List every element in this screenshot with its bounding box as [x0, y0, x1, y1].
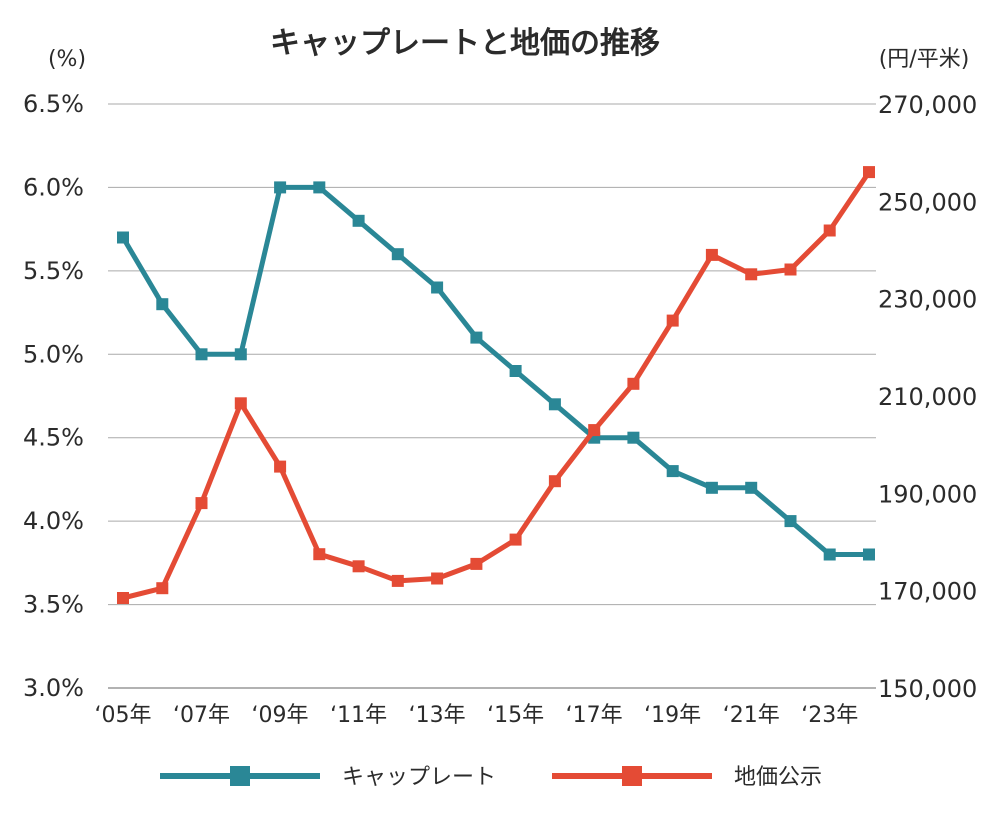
- data-point: [784, 515, 797, 528]
- data-point: [548, 398, 561, 411]
- data-point: [195, 348, 208, 361]
- x-tick-label: ‘11年: [330, 703, 387, 728]
- series-line: [122, 170, 872, 601]
- x-tick-label: ‘23年: [801, 703, 858, 728]
- data-point: [234, 348, 247, 361]
- grid: [108, 103, 876, 689]
- data-point: [627, 377, 640, 390]
- legend: キャップレート 地価公示: [160, 765, 822, 790]
- data-point: [313, 181, 326, 194]
- right-tick-label: 270,000: [878, 91, 977, 119]
- right-tick-label: 250,000: [878, 188, 977, 216]
- data-point: [274, 181, 287, 194]
- series-1: [117, 181, 875, 561]
- x-tick-label: ‘05年: [95, 703, 152, 728]
- data-point: [274, 460, 287, 473]
- data-point: [117, 592, 129, 604]
- legend-marker: [622, 766, 642, 786]
- legend-marker: [230, 766, 250, 786]
- data-point: [666, 314, 679, 327]
- legend-item: キャップレート: [160, 765, 496, 790]
- data-point: [705, 248, 718, 261]
- legend-item: 地価公示: [552, 765, 822, 790]
- right-tick-label: 230,000: [878, 286, 977, 314]
- data-point: [117, 231, 129, 244]
- right-tick-label: 170,000: [878, 578, 977, 606]
- x-tick-label: ‘09年: [252, 703, 309, 728]
- data-point: [431, 281, 444, 294]
- data-point: [863, 166, 875, 179]
- x-tick-label: ‘21年: [723, 703, 780, 728]
- data-point: [745, 481, 758, 494]
- x-tick-label: ‘17年: [566, 703, 623, 728]
- data-point: [823, 548, 836, 561]
- left-tick-label: 4.0%: [23, 507, 84, 535]
- data-point: [470, 331, 483, 344]
- data-point: [627, 431, 640, 444]
- x-tick-label: ‘07年: [173, 703, 230, 728]
- left-tick-label: 3.0%: [23, 674, 84, 702]
- data-point: [745, 268, 758, 281]
- data-point: [705, 481, 718, 494]
- series-2: [117, 166, 875, 604]
- data-point: [509, 365, 522, 377]
- data-point: [509, 533, 522, 546]
- data-point: [391, 248, 404, 261]
- right-axis-ticks: 150,000 170,000 190,000 210,000 230,000 250,0…: [878, 91, 977, 703]
- chart-title: キャップレートと地価の推移: [270, 26, 660, 61]
- series-line: [120, 184, 869, 557]
- left-axis-ticks: 3.0% 3.5% 4.0% 4.5% 5.0% 5.5% 6.0% 6.5%: [23, 90, 84, 702]
- data-point: [666, 465, 679, 478]
- x-tick-label: ‘15年: [487, 703, 544, 728]
- data-point: [784, 263, 797, 276]
- x-tick-label: ‘13年: [409, 703, 466, 728]
- series-layer: [117, 166, 875, 604]
- data-point: [588, 424, 601, 437]
- data-point: [313, 548, 326, 561]
- left-tick-label: 5.0%: [23, 340, 84, 368]
- x-tick-label: ‘19年: [644, 703, 701, 728]
- left-tick-label: 4.5%: [23, 424, 84, 452]
- data-point: [470, 557, 483, 570]
- left-tick-label: 5.5%: [23, 257, 84, 285]
- data-point: [195, 497, 208, 510]
- right-axis-unit: (円/平米): [879, 47, 970, 72]
- left-tick-label: 6.0%: [23, 173, 84, 201]
- left-axis-unit: (%): [48, 47, 86, 72]
- x-axis-ticks: ‘05年 ‘07年 ‘09年 ‘11年 ‘13年 ‘15年 ‘17年 ‘19年 ‘21年 ‘23年: [95, 703, 859, 728]
- data-point: [823, 224, 836, 237]
- legend-label: 地価公示: [734, 765, 822, 790]
- data-point: [391, 574, 404, 587]
- data-point: [234, 397, 247, 410]
- left-tick-label: 3.5%: [23, 591, 84, 619]
- data-point: [156, 582, 169, 595]
- data-point: [431, 572, 444, 585]
- data-point: [352, 214, 365, 227]
- right-tick-label: 210,000: [878, 383, 977, 411]
- data-point: [548, 475, 561, 488]
- data-point: [863, 548, 875, 561]
- left-tick-label: 6.5%: [23, 90, 84, 118]
- right-tick-label: 190,000: [878, 480, 977, 508]
- data-point: [156, 298, 169, 311]
- data-point: [352, 560, 365, 573]
- legend-label: キャップレート: [342, 765, 496, 790]
- right-tick-label: 150,000: [878, 675, 977, 703]
